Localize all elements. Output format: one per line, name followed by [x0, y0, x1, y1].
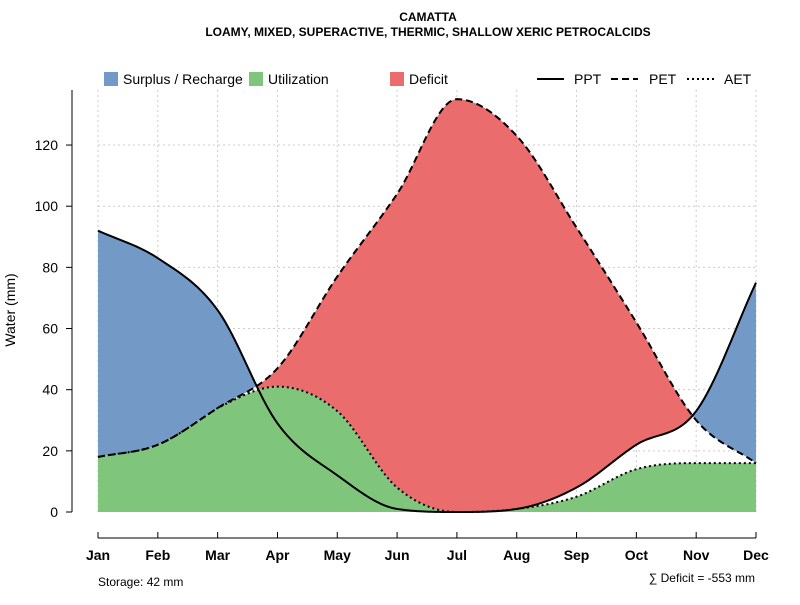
y-tick-label: 0 [50, 504, 58, 520]
y-tick-label: 80 [42, 259, 58, 275]
x-tick-label: Jun [385, 547, 410, 563]
y-tick-label: 40 [42, 382, 58, 398]
x-tick-label: May [324, 547, 351, 563]
x-tick-label: Dec [743, 547, 769, 563]
legend-swatch-utilization [249, 72, 263, 86]
x-tick-label: Oct [625, 547, 649, 563]
area-fills [98, 99, 756, 513]
y-tick-label: 100 [35, 198, 59, 214]
legend: Surplus / Recharge Utilization Deficit P… [104, 71, 752, 87]
surplus-area [98, 99, 756, 464]
x-tick-label: Apr [265, 547, 290, 563]
utilization-area [98, 386, 756, 512]
legend-label-utilization: Utilization [268, 71, 329, 87]
x-tick-label: Sep [564, 547, 590, 563]
legend-label-ppt: PPT [574, 71, 602, 87]
x-tick-label: Feb [145, 547, 170, 563]
legend-label-pet: PET [649, 71, 677, 87]
legend-swatch-deficit [390, 72, 404, 86]
legend-label-surplus: Surplus / Recharge [123, 71, 243, 87]
x-tick-label: Jan [86, 547, 110, 563]
chart-subtitle: LOAMY, MIXED, SUPERACTIVE, THERMIC, SHAL… [205, 25, 650, 39]
legend-label-deficit: Deficit [409, 71, 448, 87]
x-tick-label: Aug [503, 547, 530, 563]
deficit-area [98, 99, 756, 513]
ppt-line [97, 229, 757, 513]
chart-title: CAMATTA [399, 10, 457, 24]
y-tick-label: 20 [42, 443, 58, 459]
x-tick-label: Jul [447, 547, 467, 563]
storage-annotation: Storage: 42 mm [98, 575, 183, 589]
x-tick-label: Nov [683, 547, 710, 563]
series-lines [97, 98, 757, 513]
legend-label-aet: AET [724, 71, 752, 87]
x-tick-label: Mar [205, 547, 230, 563]
axes: 0 20 40 60 80 100 120 Jan Feb Mar Apr May Jun Jul Aug S… [35, 90, 769, 563]
legend-swatch-surplus [104, 72, 118, 86]
y-tick-label: 60 [42, 321, 58, 337]
deficit-annotation: ∑ Deficit = -553 mm [649, 571, 755, 585]
y-tick-label: 120 [35, 137, 59, 153]
y-axis-label: Water (mm) [2, 273, 18, 346]
